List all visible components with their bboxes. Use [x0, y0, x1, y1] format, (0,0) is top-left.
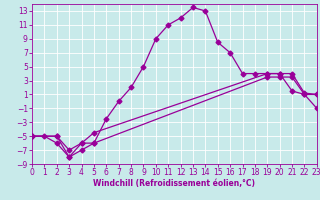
X-axis label: Windchill (Refroidissement éolien,°C): Windchill (Refroidissement éolien,°C) — [93, 179, 255, 188]
